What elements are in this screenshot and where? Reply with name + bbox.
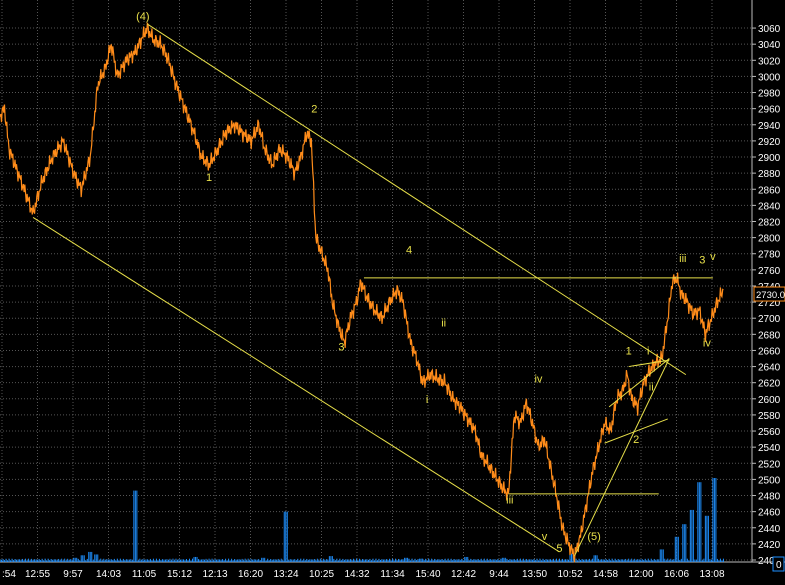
y-tick-label: 2440 <box>758 524 781 535</box>
wave-label: 1 <box>206 172 212 184</box>
x-tick-label: 13:50 <box>522 569 547 580</box>
x-tick-label: 14:03 <box>96 569 121 580</box>
x-tick-label: 14:32 <box>344 569 369 580</box>
wave-label: iii <box>506 495 513 507</box>
y-tick-label: 2880 <box>758 169 781 180</box>
y-tick-label: 2780 <box>758 250 781 261</box>
y-tick-label: 2760 <box>758 266 781 277</box>
wave-label: v <box>710 251 716 263</box>
plot-area <box>0 0 752 562</box>
y-tick-label: 2700 <box>758 314 781 325</box>
wave-label: ii <box>649 382 654 394</box>
x-tick-label: 12:00 <box>628 569 653 580</box>
y-tick-label: 2640 <box>758 363 781 374</box>
trend-line <box>147 23 687 376</box>
wave-label: i <box>647 345 649 357</box>
y-tick-label: 2600 <box>758 395 781 406</box>
x-tick-label: 11:05 <box>132 569 157 580</box>
x-tick-label: :54 <box>2 569 16 580</box>
trend-line <box>608 358 670 408</box>
wave-label: iv <box>703 337 711 349</box>
y-tick-label: 2540 <box>758 443 781 454</box>
wave-label: 5 <box>556 543 562 555</box>
y-tick-label: 2680 <box>758 330 781 341</box>
wave-label: iv <box>534 374 542 386</box>
y-tick-label: 2520 <box>758 459 781 470</box>
volume-axis-label: 0 <box>776 560 782 571</box>
x-tick-label: 9:57 <box>63 569 83 580</box>
wave-label: 3 <box>699 254 705 266</box>
y-tick-label: 2920 <box>758 137 781 148</box>
trend-line <box>574 358 670 557</box>
trend-line <box>32 217 560 553</box>
x-tick-label: 15:40 <box>415 569 440 580</box>
y-tick-label: 2580 <box>758 411 781 422</box>
y-tick-label: 2660 <box>758 346 781 357</box>
y-tick-label: 2980 <box>758 89 781 100</box>
y-tick-label: 2460 <box>758 508 781 519</box>
y-tick-label: 2420 <box>758 540 781 551</box>
wave-label: (4) <box>136 11 149 23</box>
x-tick-label: 12:42 <box>451 569 476 580</box>
x-tick-label: 9:44 <box>489 569 509 580</box>
y-tick-label: 2720 <box>758 298 781 309</box>
trend-line <box>628 359 670 368</box>
x-tick-label: 15:12 <box>167 569 192 580</box>
y-tick-label: 2480 <box>758 492 781 503</box>
y-tick-label: 2560 <box>758 427 781 438</box>
y-tick-label: 3060 <box>758 24 781 35</box>
wave-label: 1 <box>626 345 632 357</box>
trend-line <box>604 418 668 444</box>
x-tick-label: 16:06 <box>664 569 689 580</box>
volume-axis-box <box>772 556 785 572</box>
y-tick-label: 2620 <box>758 379 781 390</box>
y-tick-label: 3040 <box>758 40 781 51</box>
y-tick-label: 2940 <box>758 121 781 132</box>
y-tick-label: 2820 <box>758 217 781 228</box>
wave-label: v <box>542 531 548 543</box>
x-tick-label: 13:08 <box>699 569 724 580</box>
wave-label: (5) <box>587 531 600 543</box>
wave-label: i <box>426 394 428 406</box>
y-tick-label: 2800 <box>758 234 781 245</box>
x-tick-label: 12:13 <box>202 569 227 580</box>
x-tick-label: 10:25 <box>309 569 334 580</box>
y-tick-label: 2960 <box>758 105 781 116</box>
x-tick-label: 16:20 <box>238 569 263 580</box>
wave-label: 3 <box>338 341 344 353</box>
x-tick-label: 10:52 <box>557 569 582 580</box>
wave-label: 2 <box>633 434 639 446</box>
price-line <box>0 22 724 563</box>
y-tick-label: 2840 <box>758 201 781 212</box>
y-tick-label: 3000 <box>758 72 781 83</box>
wave-label: iii <box>679 253 686 265</box>
y-tick-label: 2860 <box>758 185 781 196</box>
x-tick-label: 12:55 <box>25 569 50 580</box>
x-tick-label: 14:58 <box>593 569 618 580</box>
x-tick-label: 13:24 <box>273 569 298 580</box>
y-tick-label: 2900 <box>758 153 781 164</box>
last-price-label: 2730.01 <box>756 290 785 301</box>
wave-label: 2 <box>311 104 317 116</box>
wave-label: 4 <box>406 245 412 257</box>
wave-label: ii <box>441 317 446 329</box>
last-price-box <box>753 286 785 302</box>
x-tick-label: 11:34 <box>380 569 405 580</box>
y-tick-label: 3020 <box>758 56 781 67</box>
y-tick-label: 2500 <box>758 475 781 486</box>
